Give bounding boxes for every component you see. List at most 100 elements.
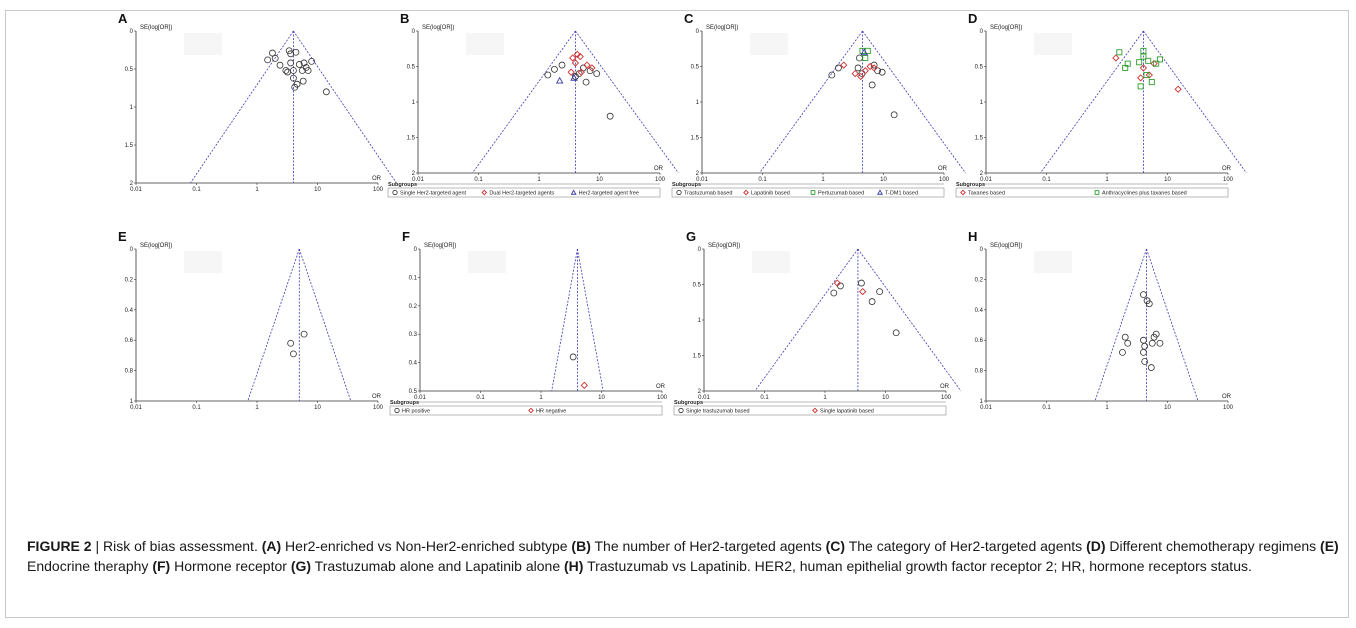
study-point-circle xyxy=(829,72,835,78)
x-tick-label: 0.1 xyxy=(192,187,201,193)
caption-tag-a: (A) xyxy=(262,538,281,554)
y-tick-label: 1.5 xyxy=(693,354,702,360)
x-tick-label: 0.01 xyxy=(130,187,142,193)
y-tick-label: 0.4 xyxy=(975,308,984,314)
study-point-circle xyxy=(1149,340,1155,346)
study-point-circle xyxy=(290,351,296,357)
y-tick-label: 1 xyxy=(130,105,134,111)
study-point-circle xyxy=(1140,349,1146,355)
y-tick-label: 0.1 xyxy=(409,275,418,281)
caption-abbreviations: HER2, human epithelial growth factor rec… xyxy=(751,558,1252,574)
x-tick-label: 1 xyxy=(821,177,825,183)
study-point-circle xyxy=(551,66,557,72)
study-point-circle xyxy=(288,60,294,66)
x-tick-label: 0.1 xyxy=(758,177,767,183)
study-point-circle xyxy=(301,331,307,337)
placeholder-box xyxy=(1034,33,1072,55)
legend-marker-diamond xyxy=(813,408,817,412)
y-axis-label: SE(log[OR]) xyxy=(706,25,738,31)
x-tick-label: 0.01 xyxy=(980,405,992,411)
legend-entry-label: Anthracyclines plus taxanes based xyxy=(1102,191,1187,197)
funnel-plot-a: ASE(log[OR])OR00.511.520.01 0.1 1 10 100 xyxy=(98,11,388,226)
study-point-diamond xyxy=(852,71,858,77)
y-tick-label: 1.5 xyxy=(407,136,416,142)
x-tick-label: 0.1 xyxy=(1042,405,1051,411)
study-point-circle xyxy=(859,71,865,77)
caption-text-h: Trastuzumab vs Lapatinib. xyxy=(583,558,750,574)
y-tick-label: 0.5 xyxy=(693,283,702,289)
legend-marker-circle xyxy=(395,408,399,412)
x-axis-label: OR xyxy=(1222,394,1232,400)
y-tick-label: 0.2 xyxy=(409,304,418,310)
study-point-diamond xyxy=(1113,55,1119,61)
y-tick-label: 0.5 xyxy=(125,67,134,73)
y-tick-label: 0 xyxy=(696,29,700,35)
x-tick-label: 1 xyxy=(1105,177,1109,183)
study-point-circle xyxy=(877,289,883,295)
y-tick-label: 0 xyxy=(130,29,134,35)
funnel-right-limit xyxy=(299,249,350,401)
figure-frame: A SE(log[OR]) OR 0 0.5 1 1.5 2 0.01 0.1 1 10 100 B SE… xyxy=(5,10,1349,618)
legend-title: Subgroups xyxy=(390,400,419,406)
y-axis-label: SE(log[OR]) xyxy=(990,243,1022,249)
study-point-circle xyxy=(265,57,271,63)
funnel-plot-e: ESE(log[OR])OR00.20.40.60.810.01 0.1 1 10 10… xyxy=(98,229,388,444)
funnel-left-limit xyxy=(248,249,299,401)
x-tick-label: 0.1 xyxy=(474,177,483,183)
study-point-circle xyxy=(869,82,875,88)
x-tick-label: 0.1 xyxy=(1042,177,1051,183)
funnel-plot-c: CSE(log[OR])OR00.511.520.01 0.1 1 10 100Subg… xyxy=(664,11,954,226)
study-point-circle xyxy=(1148,365,1154,371)
caption-text-d: Different chemotherapy regimens xyxy=(1106,538,1321,554)
legend-entry-label: Trastuzumab based xyxy=(684,191,732,197)
legend-marker-square xyxy=(811,191,815,195)
study-point-circle xyxy=(607,113,613,119)
x-tick-label: 10 xyxy=(314,187,321,193)
placeholder-box xyxy=(466,33,504,55)
y-tick-label: 0 xyxy=(412,29,416,35)
caption-tag-c: (C) xyxy=(826,538,845,554)
x-axis-label: OR xyxy=(1222,166,1232,172)
y-tick-label: 0.4 xyxy=(125,308,134,314)
legend-marker-square xyxy=(1095,191,1099,195)
y-tick-label: 0.2 xyxy=(975,277,984,283)
caption-text-f: Hormone receptor xyxy=(170,558,291,574)
x-tick-label: 100 xyxy=(1223,177,1234,183)
caption-tag-h: (H) xyxy=(564,558,583,574)
x-tick-label: 0.1 xyxy=(192,405,201,411)
x-tick-label: 0.01 xyxy=(130,405,142,411)
study-point-square xyxy=(1146,58,1151,63)
legend-entry-label: Lapatinib based xyxy=(751,191,790,197)
panel-label: B xyxy=(400,11,409,26)
panel-label: F xyxy=(402,229,410,244)
legend-entry-label: Her2-targeted agent free xyxy=(579,191,639,197)
legend-marker-circle xyxy=(679,408,683,412)
study-point-square xyxy=(1149,80,1154,85)
legend-entry-label: Single Her2-targeted agent xyxy=(400,191,467,197)
x-tick-label: 1 xyxy=(539,395,543,401)
x-axis-label: OR xyxy=(654,166,664,172)
panel-label: C xyxy=(684,11,694,26)
study-point-circle xyxy=(283,68,289,74)
study-point-circle xyxy=(1140,337,1146,343)
study-point-circle xyxy=(559,62,565,68)
funnel-right-limit xyxy=(1147,249,1198,401)
legend-entry-label: Single trastuzumab based xyxy=(686,409,750,415)
funnel-left-limit xyxy=(1095,249,1146,401)
study-point-circle xyxy=(285,69,291,75)
study-point-circle xyxy=(583,79,589,85)
study-point-circle xyxy=(545,72,551,78)
legend-marker-triangle xyxy=(878,190,882,194)
study-point-square xyxy=(1138,84,1143,89)
study-point-circle xyxy=(831,290,837,296)
y-tick-label: 0.2 xyxy=(125,277,134,283)
y-tick-label: 0.6 xyxy=(975,338,984,344)
legend-title: Subgroups xyxy=(956,182,985,188)
x-axis-label: OR xyxy=(938,166,948,172)
panel-h: H SE(log[OR]) OR 0 0.2 0.4 0.6 0.8 1 0.01 0.1 1 10 10… xyxy=(948,229,1238,444)
figure-caption: FIGURE 2 | Risk of bias assessment. (A) … xyxy=(27,536,1343,576)
funnel-plot-f: F SE(log[OR]) OR 0 0.1 0.2 0.3 0.4 0.50.01 0.1 1 10… xyxy=(382,229,672,444)
y-tick-label: 0.3 xyxy=(409,332,418,338)
legend-entry-label: Dual Her2-targeted agents xyxy=(489,191,554,197)
legend-box xyxy=(390,406,662,415)
